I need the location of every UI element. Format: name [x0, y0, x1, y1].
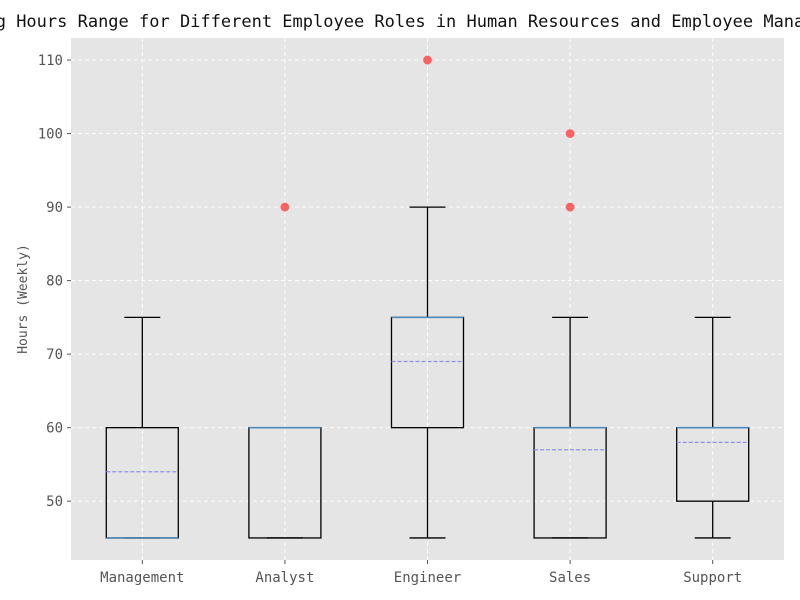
box-management: [105, 316, 179, 539]
box-sales: [533, 129, 607, 539]
box-support: [676, 316, 750, 539]
x-tick-label: Engineer: [394, 570, 461, 586]
y-tick-label: 50: [46, 494, 63, 510]
x-tick-label: Analyst: [255, 570, 314, 586]
chart-title: Working Hours Range for Different Employ…: [0, 12, 800, 32]
outlier-point: [280, 202, 290, 212]
y-tick-label: 60: [46, 421, 63, 437]
boxes: [105, 55, 750, 539]
x-axis: Management Analyst Engineer Sales Support: [100, 560, 742, 586]
y-tick-label: 110: [38, 53, 63, 69]
y-axis-label: Hours (Weekly): [16, 244, 31, 354]
x-tick-label: Support: [683, 570, 742, 586]
outlier-point: [423, 55, 432, 65]
x-tick-label: Management: [100, 570, 184, 586]
box-engineer: [390, 55, 465, 539]
outlier-point: [565, 202, 575, 212]
y-tick-label: 100: [38, 127, 63, 143]
y-tick-label: 70: [46, 347, 63, 363]
box-analyst: [248, 202, 322, 539]
y-tick-label: 80: [46, 274, 63, 290]
y-axis: 50 60 70 80 90 100 110: [38, 53, 71, 510]
x-tick-label: Sales: [549, 570, 591, 586]
y-tick-label: 90: [46, 200, 63, 216]
outlier-point: [565, 129, 575, 139]
